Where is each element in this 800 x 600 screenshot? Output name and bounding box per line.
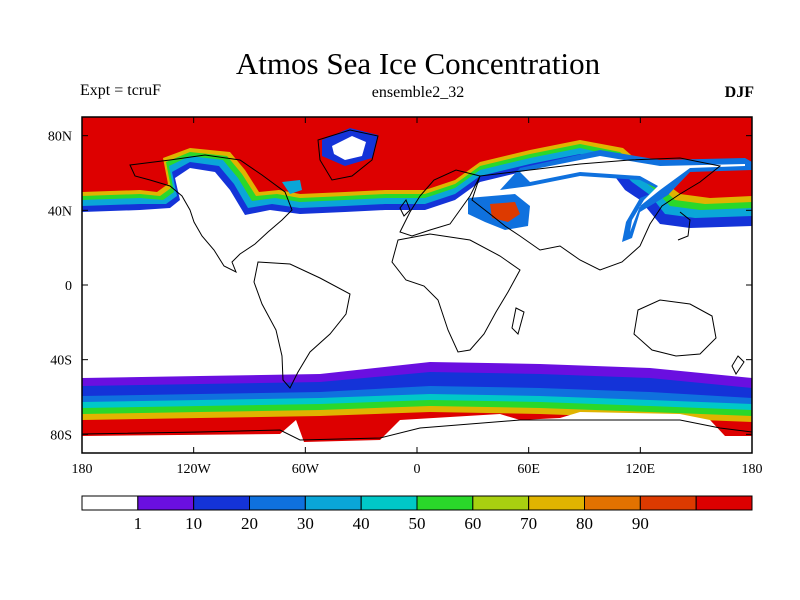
colorbar-label: 10 [185, 514, 202, 533]
lon-tick-label: 60E [517, 462, 540, 477]
colorbar-label: 30 [297, 514, 314, 533]
caspian-ice [490, 202, 520, 222]
lon-tick-label: 180 [72, 462, 93, 477]
lat-tick-label: 80S [50, 428, 72, 443]
lon-tick-label: 120E [626, 462, 656, 477]
colorbar-swatch [472, 495, 530, 511]
uk-outline [399, 198, 411, 217]
longitude-axis: 180 120W 60W 0 60E 120E 180 [72, 117, 763, 477]
north-open-water [282, 128, 752, 242]
japan-outline [677, 211, 691, 241]
colorbar-swatch [249, 495, 306, 511]
colorbar-label: 60 [464, 514, 481, 533]
plot-title: Atmos Sea Ice Concentration [235, 46, 601, 81]
colorbar-swatch [695, 495, 753, 511]
greenland-hole-inner [332, 136, 366, 160]
asia-outline [471, 157, 722, 271]
hudson-open-water [282, 180, 302, 194]
africa-outline [391, 233, 521, 353]
colorbar-swatch [416, 495, 474, 511]
colorbar-swatch [193, 495, 251, 511]
ensemble-label: ensemble2_32 [371, 84, 465, 101]
europe-outline [399, 169, 481, 237]
latitude-axis: 80N 40N 0 40S 80S [48, 130, 752, 443]
map-area [82, 117, 752, 453]
lon-tick-label: 0 [414, 462, 421, 477]
lon-tick-label: 180 [742, 462, 763, 477]
antarctica-outline [82, 419, 752, 441]
north-america-outline [129, 154, 293, 274]
colorbar-label: 80 [576, 514, 593, 533]
australia-outline [633, 299, 717, 357]
madagascar-outline [511, 307, 525, 335]
colorbar-swatch [639, 495, 697, 511]
north-ice-field [82, 117, 752, 228]
new-zealand-outline [731, 355, 745, 375]
colorbar-swatch [137, 495, 195, 511]
experiment-label: Expt = tcruF [80, 82, 162, 99]
colorbar-label: 50 [409, 514, 426, 533]
greenland-outline [317, 129, 379, 181]
antarctic-coast-gap [82, 412, 752, 453]
colorbar-label: 1 [134, 514, 143, 533]
colorbar: 1 10 20 30 40 50 60 70 80 90 [81, 495, 753, 533]
colorbar-label: 40 [353, 514, 370, 533]
season-label: DJF [724, 84, 754, 101]
north-ice-band-red [82, 117, 752, 198]
colorbar-label: 90 [632, 514, 649, 533]
lat-tick-label: 40S [50, 354, 72, 369]
colorbar-swatch [360, 495, 418, 511]
colorbar-label: 20 [241, 514, 258, 533]
colorbar-swatch [81, 495, 139, 511]
lat-tick-label: 80N [48, 130, 72, 145]
lon-tick-label: 60W [292, 462, 320, 477]
colorbar-swatch [528, 495, 586, 511]
colorbar-label: 70 [520, 514, 537, 533]
lat-tick-label: 40N [48, 204, 72, 219]
lon-tick-label: 120W [177, 462, 212, 477]
south-ice-field [82, 362, 752, 453]
coastlines [82, 129, 752, 441]
south-america-outline [253, 261, 351, 389]
colorbar-swatch [304, 495, 362, 511]
colorbar-swatch [584, 495, 641, 511]
siberia-open-water-inner [520, 156, 745, 232]
lat-tick-label: 0 [65, 279, 72, 294]
